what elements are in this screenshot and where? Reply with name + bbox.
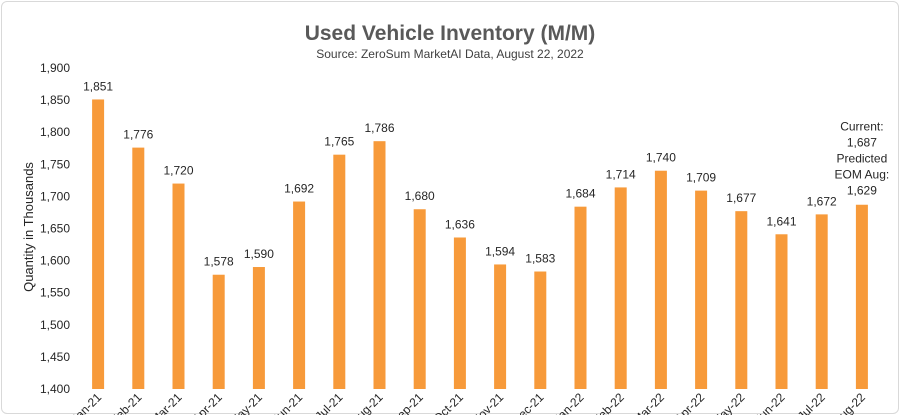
x-tick-label: May-22	[709, 390, 747, 415]
annotation-line: Predicted	[837, 152, 888, 166]
bar	[373, 141, 386, 389]
bar	[172, 183, 185, 389]
bar	[815, 214, 828, 389]
data-label: 1,765	[324, 135, 354, 149]
x-tick-label: May-21	[227, 390, 265, 415]
bar	[293, 201, 306, 389]
bars: 1,851 1,776 1,720 1,578 1,590 1,692 1,765 1,786…	[83, 79, 868, 389]
data-label: 1,677	[726, 191, 756, 205]
x-tick-label: Jul-21	[312, 390, 345, 415]
y-tick-label: 1,550	[40, 286, 70, 300]
bar	[534, 271, 547, 389]
annotation-line: 1,687	[847, 136, 877, 150]
x-tick-label: Mar-21	[148, 390, 185, 415]
data-label: 1,692	[284, 182, 314, 196]
y-tick-label: 1,850	[40, 93, 70, 107]
x-tick-label: Dec-21	[509, 390, 546, 415]
data-label: 1,684	[565, 187, 595, 201]
bar	[494, 264, 507, 389]
x-tick-label: Aug-21	[348, 390, 385, 415]
x-axis: Jan-21 Feb-21 Mar-21 Apr-21 May-21 Jun-21 Jul-…	[68, 390, 868, 415]
annotation-line: Current:	[840, 120, 883, 134]
y-axis: 1,400 1,450 1,500 1,550 1,600 1,650 1,700 1,750…	[40, 61, 70, 396]
annotation-line: EOM Aug:	[835, 168, 890, 182]
bar	[614, 187, 627, 389]
annotations: Current: 1,687 Predicted EOM Aug: 1,629	[835, 120, 890, 198]
data-label: 1,636	[445, 217, 475, 231]
y-tick-label: 1,500	[40, 318, 70, 332]
x-tick-label: Nov-21	[469, 390, 506, 415]
x-tick-label: Apr-21	[189, 390, 225, 415]
x-tick-label: Aug-22	[831, 390, 868, 415]
bar	[695, 190, 708, 389]
data-label: 1,851	[83, 79, 113, 93]
chart-subtitle: Source: ZeroSum MarketAI Data, August 22…	[316, 47, 584, 61]
bar	[735, 211, 748, 389]
x-tick-label: Jun-21	[269, 390, 305, 415]
y-tick-label: 1,800	[40, 125, 70, 139]
chart-title: Used Vehicle Inventory (M/M)	[305, 22, 596, 45]
data-label: 1,776	[123, 128, 153, 142]
y-tick-label: 1,650	[40, 222, 70, 236]
data-label: 1,720	[163, 164, 193, 178]
x-tick-label: Jun-22	[752, 390, 788, 415]
y-tick-label: 1,750	[40, 157, 70, 171]
data-label: 1,740	[646, 151, 676, 165]
bar	[654, 170, 667, 389]
y-tick-label: 1,900	[40, 61, 70, 75]
bar	[333, 154, 346, 389]
bar	[775, 234, 788, 389]
data-label: 1,594	[485, 244, 515, 258]
x-tick-label: Jul-22	[795, 390, 828, 415]
y-tick-label: 1,700	[40, 189, 70, 203]
x-tick-label: Feb-22	[590, 390, 627, 415]
data-label: 1,583	[525, 252, 555, 266]
x-tick-label: Jan-22	[551, 390, 587, 415]
x-tick-label: Apr-22	[672, 390, 708, 415]
data-label: 1,709	[686, 171, 716, 185]
bar	[212, 274, 225, 389]
x-tick-label: Oct-21	[431, 390, 467, 415]
y-tick-label: 1,450	[40, 350, 70, 364]
bar	[574, 206, 587, 389]
bar	[413, 209, 426, 389]
data-label: 1,786	[364, 121, 394, 135]
data-label: 1,672	[807, 194, 837, 208]
data-label: 1,590	[244, 247, 274, 261]
y-tick-label: 1,400	[40, 382, 70, 396]
bar	[453, 237, 466, 389]
x-tick-label: Mar-22	[630, 390, 667, 415]
data-label: 1,641	[766, 214, 796, 228]
x-tick-label: Sep-21	[389, 390, 426, 415]
y-tick-label: 1,600	[40, 254, 70, 268]
data-label: 1,578	[204, 255, 234, 269]
x-tick-label: Jan-21	[68, 390, 104, 415]
data-label: 1,714	[606, 167, 636, 181]
data-label: 1,680	[405, 189, 435, 203]
y-axis-label: Quantity in Thousands	[21, 162, 36, 292]
bar	[252, 267, 265, 389]
bar	[92, 99, 105, 389]
annotation-line: 1,629	[847, 184, 877, 198]
bar	[132, 147, 145, 389]
bar	[855, 204, 868, 389]
x-tick-label: Feb-21	[108, 390, 145, 415]
